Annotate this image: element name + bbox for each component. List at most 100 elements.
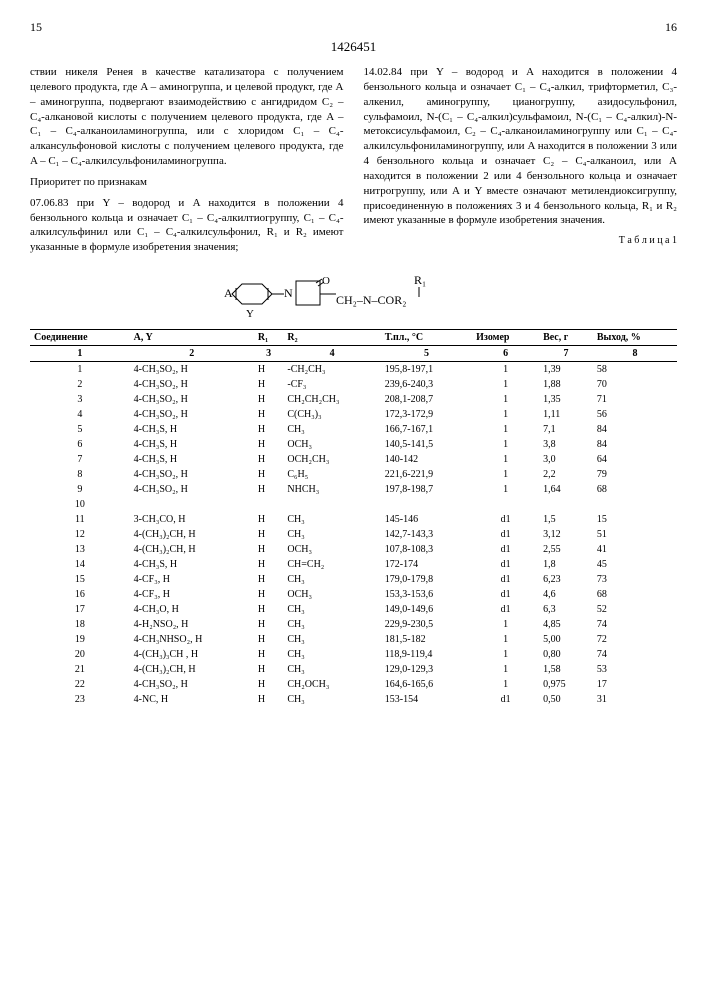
table-cell: 70	[593, 377, 677, 392]
paragraph: Приоритет по признакам	[30, 175, 344, 190]
table-row: 154-CF₃, HHCH₃179,0-179,8d16,2373	[30, 572, 677, 587]
table-cell: 4-CH₃NHSO₂, H	[130, 632, 254, 647]
table-cell: 21	[30, 662, 130, 677]
table-cell: 4-CH₃SO₂, H	[130, 467, 254, 482]
table-cell: 195,8-197,1	[381, 362, 472, 378]
table-cell	[472, 497, 539, 512]
table-cell: 4-CF₃, H	[130, 572, 254, 587]
table-cell: 84	[593, 422, 677, 437]
table-row: 44-CH₃SO₂, HHC(CH₃)₃172,3-172,911,1156	[30, 407, 677, 422]
table-cell: 6,23	[539, 572, 593, 587]
table-cell: C₆H₅	[283, 467, 380, 482]
text-columns: ствии никеля Ренея в качестве катализато…	[30, 65, 677, 261]
table-cell: 1	[472, 377, 539, 392]
col-num: 8	[593, 346, 677, 362]
document-number: 1426451	[30, 39, 677, 55]
table-cell: CH₃	[283, 662, 380, 677]
table-cell: d1	[472, 527, 539, 542]
table-cell: 73	[593, 572, 677, 587]
table-cell: 2,2	[539, 467, 593, 482]
page-number-left: 15	[30, 20, 42, 35]
table-cell: 10	[30, 497, 130, 512]
table-row: 204-(CH₃)₃CH , HHCH₃118,9-119,410,8074	[30, 647, 677, 662]
table-cell: 31	[593, 692, 677, 707]
table-cell: 4,85	[539, 617, 593, 632]
table-cell: CH₃	[283, 647, 380, 662]
right-column: 14.02.84 при Y – водород и A находится в…	[364, 65, 678, 261]
table-cell: 4-CH₃SO₂, H	[130, 377, 254, 392]
table-row: 194-CH₃NHSO₂, HHCH₃181,5-18215,0072	[30, 632, 677, 647]
table-cell: H	[254, 602, 284, 617]
table-cell: H	[254, 527, 284, 542]
svg-text:R₁: R₁	[414, 273, 426, 287]
table-cell: 79	[593, 467, 677, 482]
table-cell: 4-CH₃S, H	[130, 557, 254, 572]
col-header: Изомер	[472, 330, 539, 346]
table-cell: 7,1	[539, 422, 593, 437]
table-cell: 0,80	[539, 647, 593, 662]
svg-text:CH₂–N–COR₂: CH₂–N–COR₂	[336, 293, 406, 307]
table-row: 113-CH₃CO, HHCH₃145-146d11,515	[30, 512, 677, 527]
table-cell: OCH₂CH₃	[283, 452, 380, 467]
table-cell: 153-154	[381, 692, 472, 707]
table-cell: NHCH₃	[283, 482, 380, 497]
table-cell: CH₃	[283, 617, 380, 632]
table-cell: 1	[472, 662, 539, 677]
table-cell: 3	[30, 392, 130, 407]
table-cell: d1	[472, 587, 539, 602]
col-header: R₁	[254, 330, 284, 346]
svg-text:Y: Y	[246, 308, 254, 319]
table-cell: 4	[30, 407, 130, 422]
table-cell: 15	[30, 572, 130, 587]
table-cell	[254, 497, 284, 512]
table-cell: H	[254, 677, 284, 692]
table-cell: CH₃	[283, 572, 380, 587]
table-row: 84-CH₃SO₂, HHC₆H₅221,6-221,912,279	[30, 467, 677, 482]
table-cell: 1	[472, 647, 539, 662]
table-cell: 239,6-240,3	[381, 377, 472, 392]
svg-text:O: O	[322, 275, 330, 287]
table-row: 124-(CH₃)₂CH, HHCH₃142,7-143,3d13,1251	[30, 527, 677, 542]
table-cell: 2,55	[539, 542, 593, 557]
col-num: 3	[254, 346, 284, 362]
table-cell: H	[254, 572, 284, 587]
table-cell: 41	[593, 542, 677, 557]
table-cell: 179,0-179,8	[381, 572, 472, 587]
paragraph: 07.06.83 при Y – водород и A находится в…	[30, 196, 344, 255]
table-cell: H	[254, 542, 284, 557]
svg-text:N: N	[284, 286, 293, 300]
table-cell: 4-NC, H	[130, 692, 254, 707]
table-cell: 149,0-149,6	[381, 602, 472, 617]
table-row: 94-CH₃SO₂, HHNHCH₃197,8-198,711,6468	[30, 482, 677, 497]
table-row: 164-CF₃, HHOCH₃153,3-153,6d14,668	[30, 587, 677, 602]
table-cell: 1	[472, 407, 539, 422]
table-cell: 140,5-141,5	[381, 437, 472, 452]
table-cell: 1	[472, 392, 539, 407]
table-cell: 1	[472, 467, 539, 482]
table-cell: 74	[593, 617, 677, 632]
table-row: 184-H₂NSO₂, HHCH₃229,9-230,514,8574	[30, 617, 677, 632]
table-cell: 118,9-119,4	[381, 647, 472, 662]
page-number-right: 16	[665, 20, 677, 35]
table-cell: 45	[593, 557, 677, 572]
table-row: 134-(CH₃)₂CH, HHOCH₃107,8-108,3d12,5541	[30, 542, 677, 557]
table-cell: 1,88	[539, 377, 593, 392]
table-cell: 1,8	[539, 557, 593, 572]
table-cell: H	[254, 377, 284, 392]
table-cell: 3,0	[539, 452, 593, 467]
table-cell	[381, 497, 472, 512]
table-cell: H	[254, 632, 284, 647]
table-cell	[539, 497, 593, 512]
paragraph: ствии никеля Ренея в качестве катализато…	[30, 65, 344, 169]
table-cell: 107,8-108,3	[381, 542, 472, 557]
table-cell: 18	[30, 617, 130, 632]
table-cell: 52	[593, 602, 677, 617]
table-cell: H	[254, 362, 284, 378]
table-cell: -CH₂CH₃	[283, 362, 380, 378]
col-header: Т.пл., °C	[381, 330, 472, 346]
table-cell	[130, 497, 254, 512]
col-header: R₂	[283, 330, 380, 346]
table-row: 34-CH₃SO₂, HHCH₂CH₂CH₃208,1-208,711,3571	[30, 392, 677, 407]
compounds-table: Соединение A, Y R₁ R₂ Т.пл., °C Изомер В…	[30, 329, 677, 707]
table-row: 74-CH₃S, HHOCH₂CH₃140-14213,064	[30, 452, 677, 467]
